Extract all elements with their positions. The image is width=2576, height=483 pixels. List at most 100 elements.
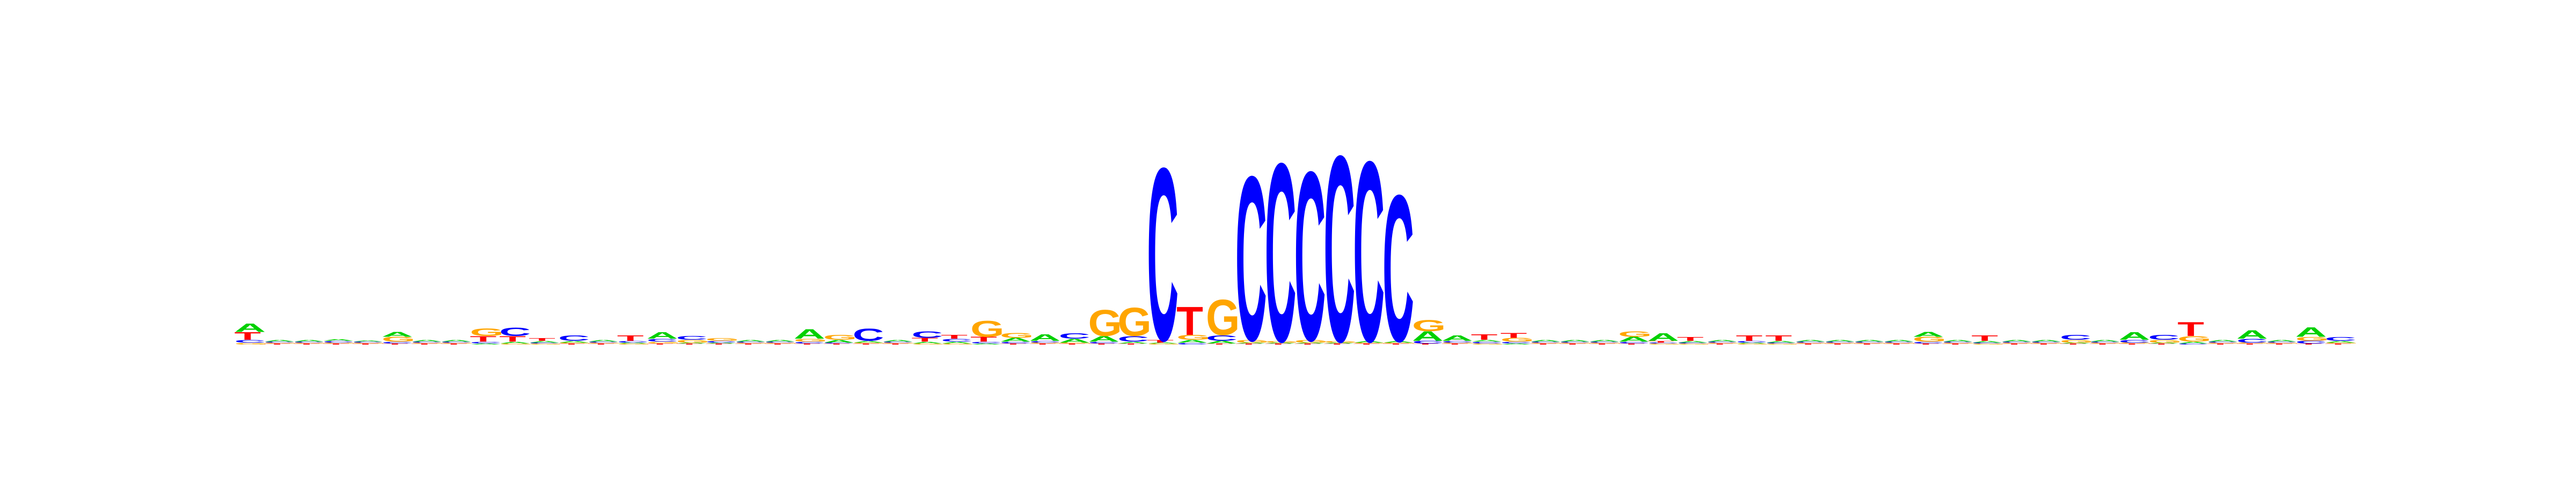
glyph-g-pos-27: G [1000,332,1034,339]
glyph-c-pos-6: C [382,341,413,345]
glyph-a-pos-29: A [1059,338,1091,343]
glyph-a-pos-58: A [1913,331,1944,338]
glyph-g-pos-39: G [1353,342,1387,344]
glyph-t-pos-29: T [1059,343,1086,345]
glyph-c-pos-34: C [1206,333,1238,342]
glyph-c-pos-31: C [1117,334,1149,343]
glyph-c-pos-41: C [1412,340,1444,345]
glyph-t-pos-49: T [1648,340,1674,343]
glyph-c-pos-15: C [647,338,678,342]
glyph-t-pos-41: T [1412,343,1439,345]
glyph-a-pos-18: A [735,339,766,342]
glyph-t-pos-20: T [794,343,821,345]
glyph-a-pos-50: A [1677,340,1709,343]
glyph-a-pos-9: A [470,343,501,345]
glyph-a-pos-44: A [1501,343,1532,345]
glyph-c-pos-3: C [293,341,325,343]
glyph-c-pos-45: C [1529,341,1561,343]
glyph-g-pos-68: G [2207,342,2241,344]
glyph-a-pos-65: A [2119,330,2150,342]
glyph-g-pos-19: G [764,342,798,344]
glyph-c-pos-18: C [735,341,766,343]
glyph-g-pos-22: G [853,342,887,344]
glyph-c-pos-37: C [1294,121,1326,391]
glyph-t-pos-64: T [2089,343,2116,345]
glyph-g-pos-6: G [382,335,415,343]
glyph-t-pos-70: T [2266,343,2293,345]
glyph-t-pos-21: T [823,343,850,345]
glyph-a-pos-21: A [823,339,855,343]
glyph-t-pos-59: T [1942,343,1968,345]
glyph-g-pos-9: G [470,326,503,339]
glyph-t-pos-61: T [2001,343,2028,345]
glyph-t-pos-32: T [1147,339,1174,343]
glyph-a-pos-53: A [1765,340,1797,343]
glyph-a-pos-34: A [1206,340,1238,345]
glyph-t-pos-57: T [1883,343,1910,345]
glyph-g-pos-56: G [1854,342,1887,344]
glyph-g-pos-32: G [1147,343,1181,345]
glyph-c-pos-58: C [1913,341,1944,345]
glyph-t-pos-55: T [1824,343,1851,345]
glyph-g-pos-31: G [1117,299,1151,345]
glyph-g-pos-42: G [1441,342,1475,344]
glyph-t-pos-63: T [2060,343,2087,345]
glyph-t-pos-12: T [558,343,585,345]
glyph-t-pos-28: T [1029,343,1056,345]
glyph-g-pos-50: G [1677,343,1711,345]
glyph-c-pos-71: C [2295,340,2327,345]
glyph-c-pos-16: C [676,335,707,341]
glyph-t-pos-33: T [1176,298,1203,343]
glyph-g-pos-64: G [2089,342,2123,344]
glyph-g-pos-53: G [1765,343,1799,345]
glyph-g-pos-30: G [1088,302,1122,344]
glyph-a-pos-16: A [676,342,707,344]
glyph-c-pos-29: C [1059,332,1091,341]
glyph-t-pos-67: T [2177,318,2204,340]
glyph-c-pos-13: C [588,341,619,343]
glyph-g-pos-14: G [617,343,651,345]
glyph-c-pos-9: C [470,341,501,345]
glyph-a-pos-70: A [2266,339,2297,342]
glyph-t-pos-62: T [2030,343,2057,345]
glyph-g-pos-66: G [2148,339,2182,343]
glyph-t-pos-56: T [1854,343,1880,345]
glyph-t-pos-6: T [382,343,408,345]
glyph-c-pos-50: C [1677,342,1709,344]
glyph-a-pos-49: A [1648,331,1679,343]
glyph-g-pos-34: G [1206,289,1240,346]
glyph-a-pos-72: A [2325,340,2357,343]
glyph-c-pos-38: C [1323,101,1355,398]
glyph-a-pos-31: A [1117,341,1149,345]
glyph-c-pos-22: C [853,325,884,345]
glyph-c-pos-68: C [2207,341,2238,343]
glyph-a-pos-2: A [264,339,295,342]
glyph-c-pos-40: C [1382,151,1414,385]
glyph-g-pos-18: G [735,342,769,344]
glyph-a-pos-24: A [911,341,943,345]
glyph-t-pos-37: T [1294,343,1321,345]
glyph-t-pos-17: T [705,343,732,345]
glyph-a-pos-32: A [1147,342,1179,344]
glyph-t-pos-71: T [2295,343,2322,345]
glyph-a-pos-71: A [2295,325,2327,340]
glyph-g-pos-44: G [1501,337,1534,343]
